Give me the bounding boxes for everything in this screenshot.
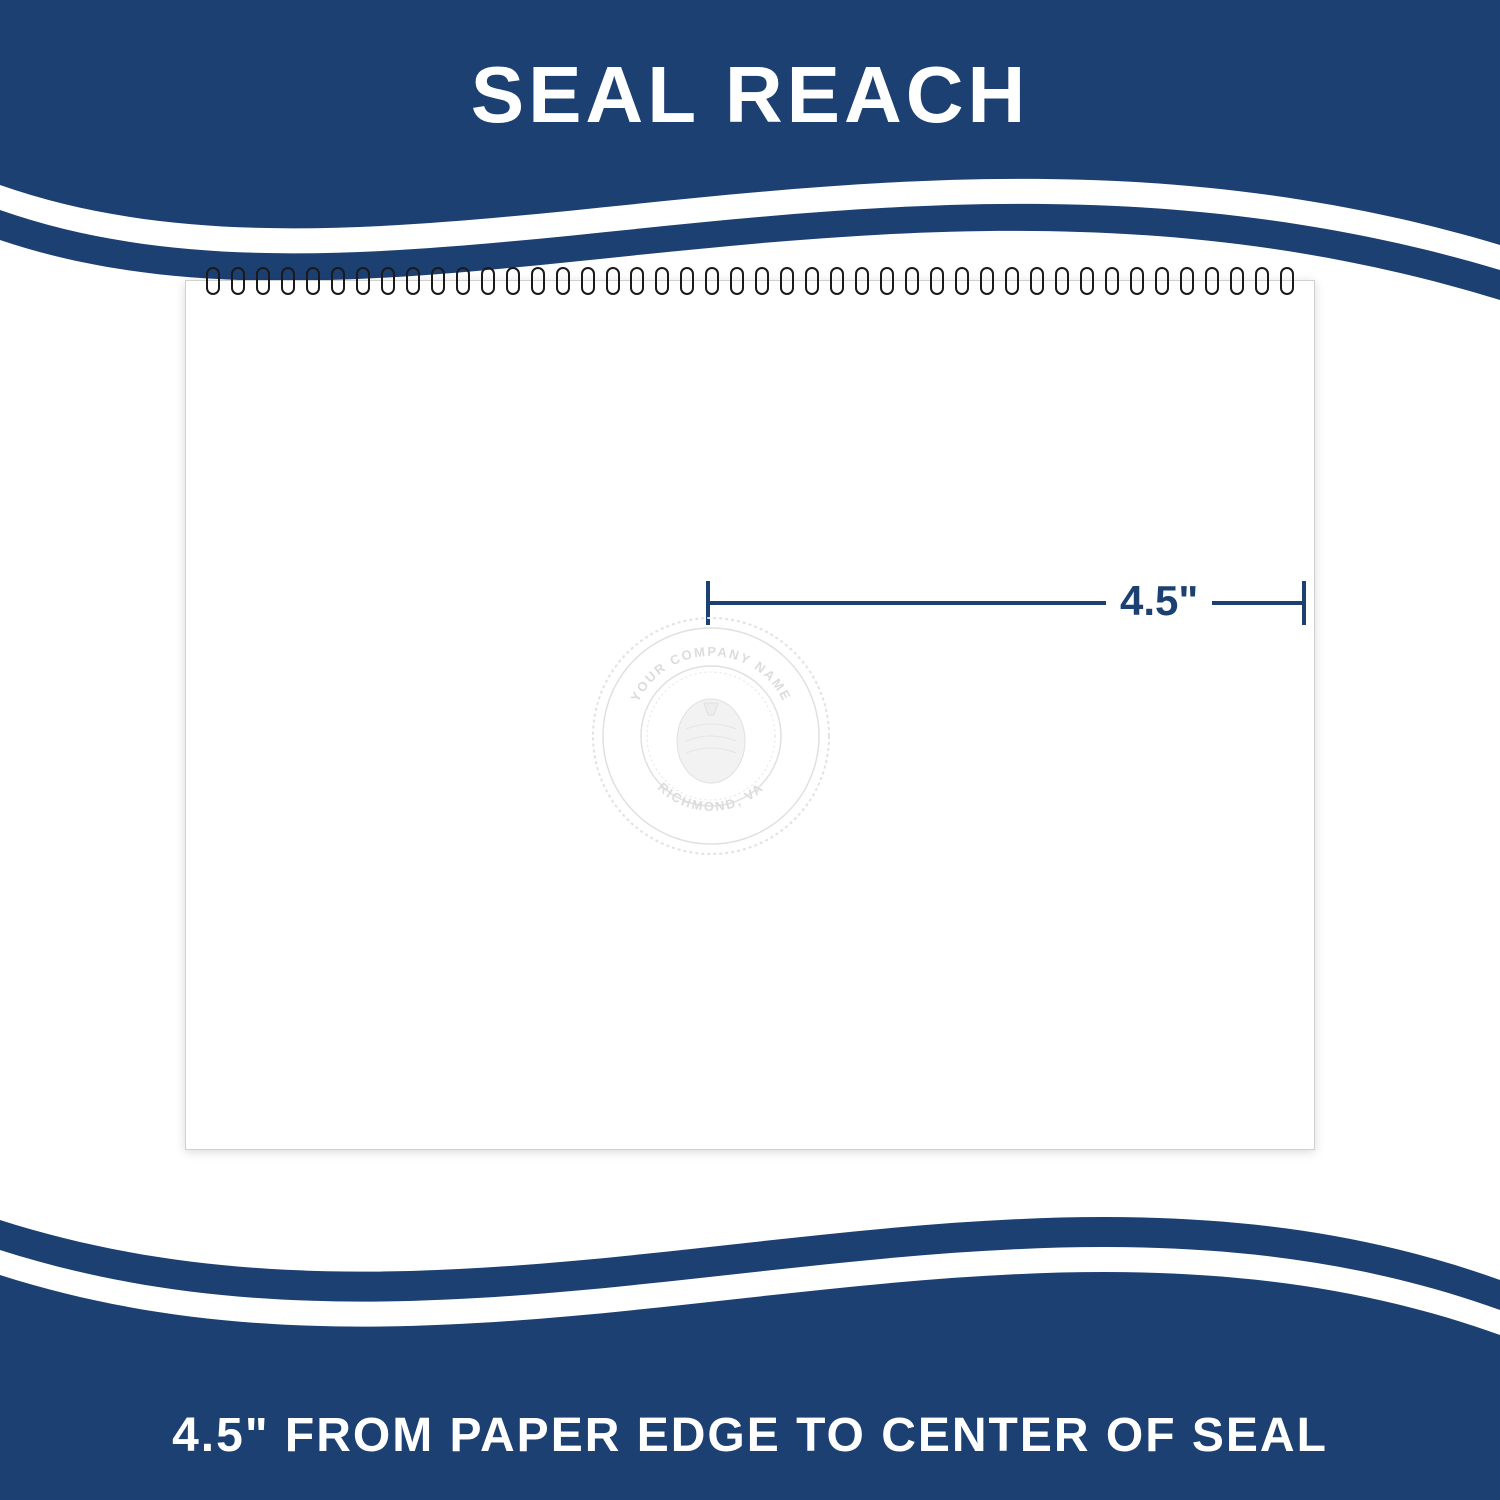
embossed-seal: YOUR COMPANY NAME RICHMOND, VA	[586, 611, 836, 861]
notepad: 4.5" YOUR COMPANY NAME RICHMOND, VA	[185, 280, 1315, 1150]
svg-text:YOUR COMPANY NAME: YOUR COMPANY NAME	[628, 644, 795, 704]
header-banner: SEAL REACH	[0, 0, 1500, 190]
spiral-binding	[206, 267, 1294, 295]
footer-banner: 4.5" FROM PAPER EDGE TO CENTER OF SEAL	[0, 1370, 1500, 1500]
svg-text:RICHMOND, VA: RICHMOND, VA	[655, 779, 767, 814]
bottom-swoosh-decoration	[0, 1140, 1500, 1400]
measure-value: 4.5"	[1106, 577, 1212, 625]
seal-bottom-text: RICHMOND, VA	[655, 779, 767, 814]
footer-caption: 4.5" FROM PAPER EDGE TO CENTER OF SEAL	[172, 1408, 1328, 1463]
page-title: SEAL REACH	[471, 49, 1030, 141]
seal-top-text: YOUR COMPANY NAME	[628, 644, 795, 704]
measure-tick-right	[1302, 581, 1306, 625]
measure-line	[706, 601, 1306, 605]
